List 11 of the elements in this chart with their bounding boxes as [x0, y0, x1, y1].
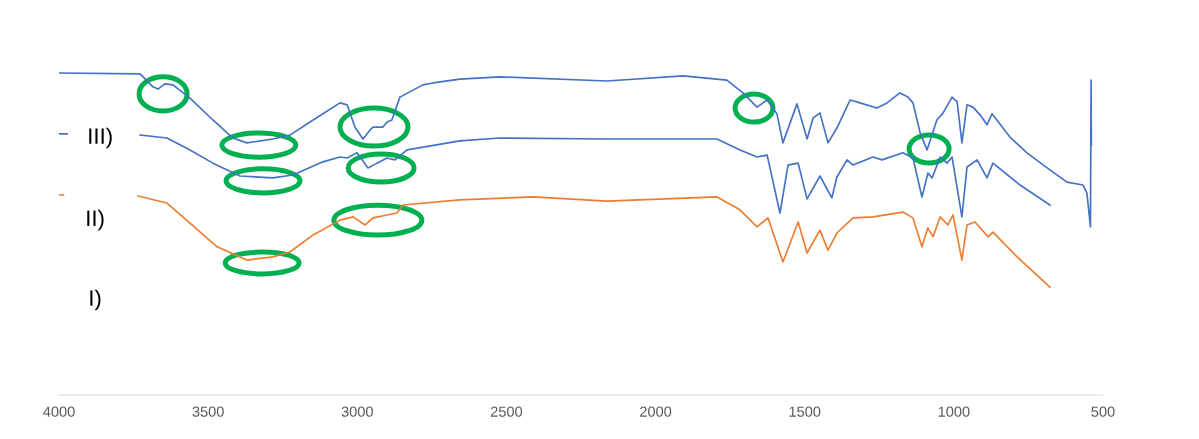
annotation: III)	[89, 127, 112, 149]
x-tick-label: 3000	[341, 406, 373, 417]
x-tick-label: 3500	[192, 406, 224, 417]
x-tick-label: 500	[1091, 406, 1115, 417]
x-tick-label: 2000	[640, 406, 672, 417]
annotation: I)	[90, 289, 101, 311]
x-tick-label: 2500	[490, 406, 523, 417]
annotation: II)	[87, 209, 104, 231]
x-tick-label: 1000	[938, 406, 970, 417]
x-tick-label: 4000	[43, 406, 75, 417]
x-tick-label: 1500	[789, 406, 821, 417]
